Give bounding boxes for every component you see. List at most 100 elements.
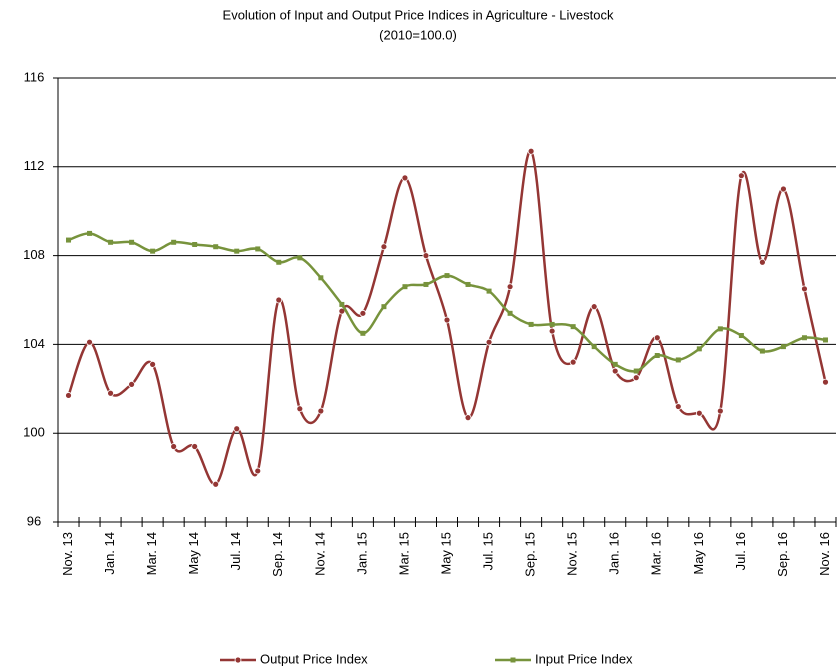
x-tick-label: Jul. 14	[228, 532, 243, 570]
data-point	[170, 443, 178, 450]
data-point	[527, 147, 535, 155]
y-tick-label: 108	[23, 247, 45, 262]
x-tick-label: May 16	[691, 532, 706, 575]
data-point	[759, 348, 765, 354]
data-point	[128, 380, 135, 388]
data-point	[192, 242, 198, 247]
x-tick-label: Sep. 16	[775, 532, 790, 577]
data-point	[548, 327, 556, 335]
data-point	[549, 321, 555, 327]
x-tick-label: Mar. 14	[144, 532, 159, 575]
x-tick-label: Jul. 15	[480, 532, 495, 570]
data-point	[254, 467, 262, 475]
data-point	[738, 333, 744, 339]
data-point	[716, 407, 724, 415]
data-point	[801, 335, 807, 341]
x-tick-label: Sep. 14	[270, 532, 285, 577]
data-point	[191, 443, 199, 450]
y-tick-label: 116	[24, 69, 45, 84]
x-tick-label: Nov. 13	[60, 532, 75, 576]
x-tick-label: Jan. 14	[102, 532, 117, 575]
data-point	[822, 378, 829, 386]
data-point	[612, 361, 618, 367]
x-tick-label: Mar. 15	[396, 532, 411, 575]
data-point	[129, 239, 135, 245]
x-tick-label: Nov. 16	[817, 532, 832, 576]
data-point	[759, 258, 766, 266]
legend-marker	[234, 656, 242, 664]
data-point	[485, 338, 493, 346]
y-tick-label: 112	[24, 158, 45, 173]
data-point	[66, 237, 72, 243]
data-point	[801, 285, 808, 293]
data-point	[780, 344, 786, 350]
data-point	[444, 273, 450, 279]
data-point	[591, 344, 597, 350]
legend-marker	[510, 657, 516, 663]
x-tick-label: Mar. 16	[649, 532, 664, 575]
data-point	[674, 403, 682, 410]
data-point	[570, 324, 576, 330]
data-point	[213, 244, 219, 250]
data-point	[465, 281, 471, 287]
x-tick-label: Nov. 14	[312, 532, 327, 576]
y-tick-label: 100	[23, 425, 45, 440]
data-point	[171, 239, 177, 245]
data-point	[422, 252, 430, 260]
data-point	[486, 288, 492, 294]
data-point	[653, 334, 661, 342]
data-point	[275, 296, 283, 304]
data-point	[590, 303, 598, 311]
data-point	[695, 409, 703, 417]
data-point	[611, 367, 619, 375]
data-point	[318, 275, 324, 281]
series-line	[68, 232, 826, 373]
data-point	[633, 368, 639, 374]
data-point	[632, 374, 640, 382]
x-tick-label: Jan. 16	[607, 532, 622, 575]
data-point	[233, 425, 241, 433]
data-point	[737, 172, 745, 180]
data-point	[506, 283, 514, 291]
data-point	[276, 259, 282, 265]
chart-subtitle: (2010=100.0)	[379, 27, 457, 42]
data-point	[717, 326, 723, 332]
data-point	[402, 284, 408, 290]
data-point	[87, 230, 93, 236]
data-point	[149, 360, 157, 368]
data-point	[150, 248, 156, 254]
data-point	[65, 392, 72, 399]
x-tick-label: Sep. 15	[523, 532, 538, 577]
data-point	[107, 389, 114, 397]
data-point	[654, 353, 660, 358]
data-point	[822, 337, 828, 343]
data-point	[360, 330, 366, 336]
data-point	[255, 246, 261, 252]
data-point	[423, 281, 429, 287]
data-point	[675, 357, 681, 363]
x-tick-label: May 15	[438, 532, 453, 575]
data-point	[443, 316, 451, 324]
x-tick-label: Jan. 15	[354, 532, 369, 575]
data-point	[780, 185, 787, 193]
data-point	[464, 414, 472, 422]
legend-label: Output Price Index	[260, 651, 368, 666]
data-point	[212, 480, 220, 488]
x-tick-label: Jul. 16	[733, 532, 748, 570]
y-tick-label: 96	[27, 513, 41, 528]
data-point	[297, 255, 303, 261]
data-point	[86, 338, 93, 346]
data-point	[339, 301, 345, 307]
data-point	[380, 243, 388, 251]
data-point	[108, 239, 114, 245]
data-point	[569, 358, 577, 366]
data-point	[359, 309, 367, 317]
x-tick-label: May 14	[186, 532, 201, 575]
x-tick-label: Nov. 15	[565, 532, 580, 576]
data-point	[696, 346, 702, 352]
legend-label: Input Price Index	[535, 651, 633, 666]
data-point	[296, 405, 304, 413]
data-point	[401, 174, 409, 182]
y-tick-label: 104	[23, 336, 45, 351]
